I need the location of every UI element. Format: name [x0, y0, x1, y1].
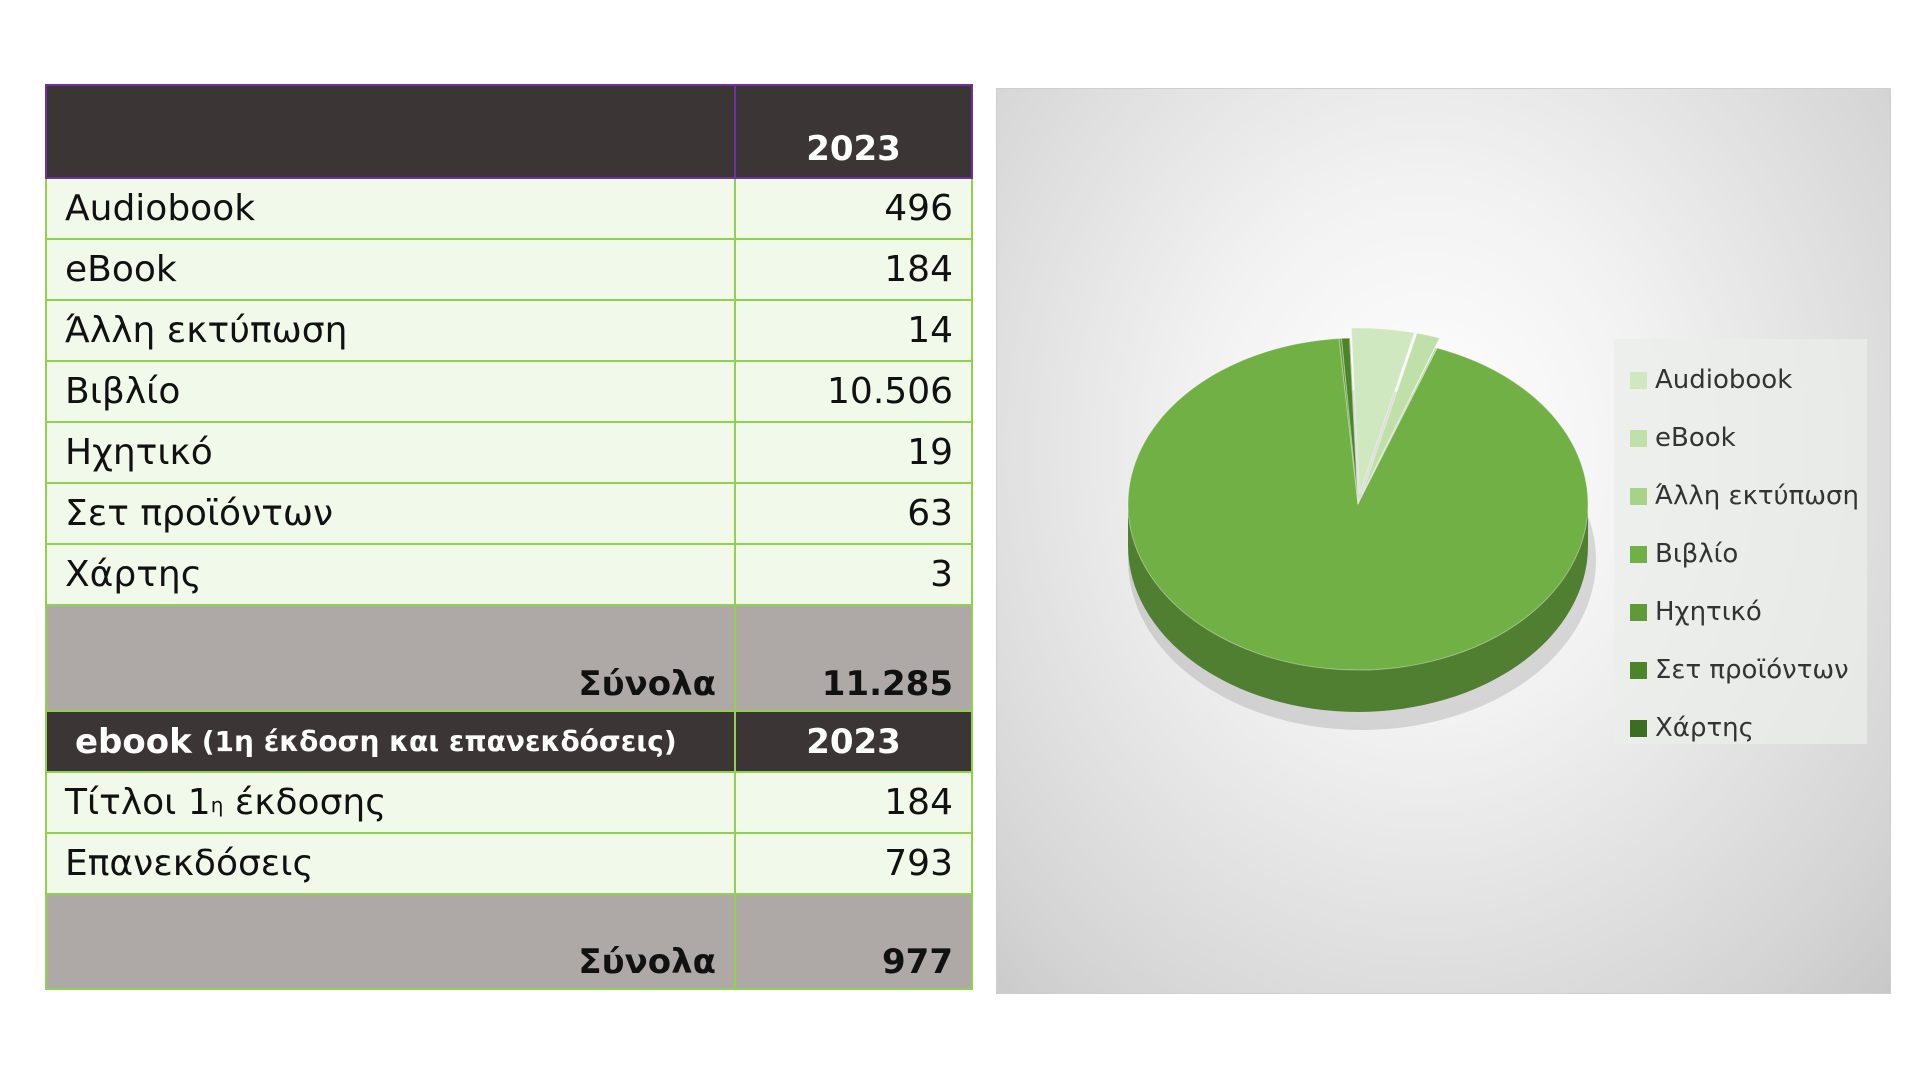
legend-swatch — [1630, 429, 1647, 447]
chart-legend: Audiobook eBook Άλλη εκτύπωση Βιβλίο Ηχητικό… — [1614, 339, 1867, 744]
table2-total-row: Σύνολα 977 — [45, 895, 973, 990]
legend-label: Χάρτης — [1655, 713, 1754, 743]
legend-item: Σετ προϊόντων — [1614, 641, 1867, 699]
row-value: 184 — [884, 249, 953, 290]
table2-total-label: Σύνολα — [47, 895, 736, 988]
table1-header-label-cell — [47, 86, 737, 177]
table-row: Audiobook 496 — [45, 179, 973, 240]
row-value: 19 — [907, 432, 953, 473]
legend-label: eBook — [1655, 423, 1736, 453]
legend-swatch — [1630, 719, 1647, 737]
legend-label: Ηχητικό — [1655, 597, 1762, 627]
legend-item: eBook — [1614, 409, 1867, 467]
pie-slice-6 — [1349, 337, 1359, 505]
table-row: Χάρτης 3 — [45, 545, 973, 606]
row-label: Επανεκδόσεις — [47, 834, 736, 893]
table-row: Επανεκδόσεις 793 — [45, 834, 973, 895]
row-value: 3 — [930, 554, 953, 595]
row-value: 496 — [884, 188, 953, 229]
row-label-rest: έκδοσης — [223, 782, 387, 823]
table2-header-label: ebook (1η έκδοση και επανεκδόσεις) — [47, 712, 737, 771]
table-row: Άλλη εκτύπωση 14 — [45, 301, 973, 362]
legend-item: Άλλη εκτύπωση — [1614, 467, 1867, 525]
row-value: 793 — [884, 843, 953, 884]
row-label-superscript: η — [210, 792, 224, 817]
legend-item: Βιβλίο — [1614, 525, 1867, 583]
table-row: Ηχητικό 19 — [45, 423, 973, 484]
table1-total-label: Σύνολα — [47, 606, 736, 710]
legend-label: Audiobook — [1655, 365, 1793, 395]
row-value: 184 — [884, 782, 953, 823]
table2-header-row: ebook (1η έκδοση και επανεκδόσεις) 2023 — [45, 712, 973, 773]
pie-chart — [1127, 327, 1596, 730]
row-label: Ηχητικό — [47, 423, 736, 482]
row-label: Audiobook — [47, 179, 736, 238]
legend-label: Βιβλίο — [1655, 539, 1739, 569]
table2-total-value: 977 — [882, 942, 953, 982]
table1-header-year: 2023 — [806, 129, 901, 169]
row-value: 10.506 — [827, 371, 953, 412]
data-table: 2023 Audiobook 496 eBook 184 Άλλη εκτύπω… — [45, 84, 973, 990]
table2-header-title: ebook — [75, 721, 192, 762]
pie-slice-3 — [1127, 338, 1589, 671]
pie-slice-side-3 — [1128, 504, 1588, 712]
pie-slice-0 — [1350, 327, 1416, 495]
row-value: 63 — [907, 493, 953, 534]
legend-swatch — [1630, 487, 1647, 505]
pie-slice-5 — [1340, 337, 1359, 505]
legend-swatch — [1630, 603, 1647, 621]
legend-item: Ηχητικό — [1614, 583, 1867, 641]
table1-total-row: Σύνολα 11.285 — [45, 606, 973, 712]
row-label: eBook — [47, 240, 736, 299]
legend-swatch — [1630, 371, 1647, 389]
pie-slice-1 — [1361, 332, 1441, 495]
pie-chart-panel: Audiobook eBook Άλλη εκτύπωση Βιβλίο Ηχητικό… — [996, 88, 1891, 994]
table1-header-row: 2023 — [45, 84, 973, 179]
row-value: 14 — [907, 310, 953, 351]
table-row: eBook 184 — [45, 240, 973, 301]
table2-header-subtitle: (1η έκδοση και επανεκδόσεις) — [201, 725, 677, 758]
pie-slice-4 — [1338, 337, 1359, 505]
table-row: Βιβλίο 10.506 — [45, 362, 973, 423]
legend-label: Σετ προϊόντων — [1655, 655, 1849, 685]
row-label: Άλλη εκτύπωση — [47, 301, 736, 360]
pie-slice-2 — [1357, 347, 1438, 505]
row-label: Χάρτης — [47, 545, 736, 604]
row-label-main: Τίτλοι 1 — [65, 782, 211, 823]
legend-swatch — [1630, 661, 1647, 679]
legend-item: Audiobook — [1614, 351, 1867, 409]
row-label: Σετ προϊόντων — [47, 484, 736, 543]
legend-label: Άλλη εκτύπωση — [1655, 481, 1859, 511]
table1-total-value: 11.285 — [821, 664, 953, 704]
row-label: Βιβλίο — [47, 362, 736, 421]
legend-item: Χάρτης — [1614, 699, 1867, 757]
table-row: Σετ προϊόντων 63 — [45, 484, 973, 545]
table2-header-year: 2023 — [806, 721, 901, 762]
legend-swatch — [1630, 545, 1647, 563]
